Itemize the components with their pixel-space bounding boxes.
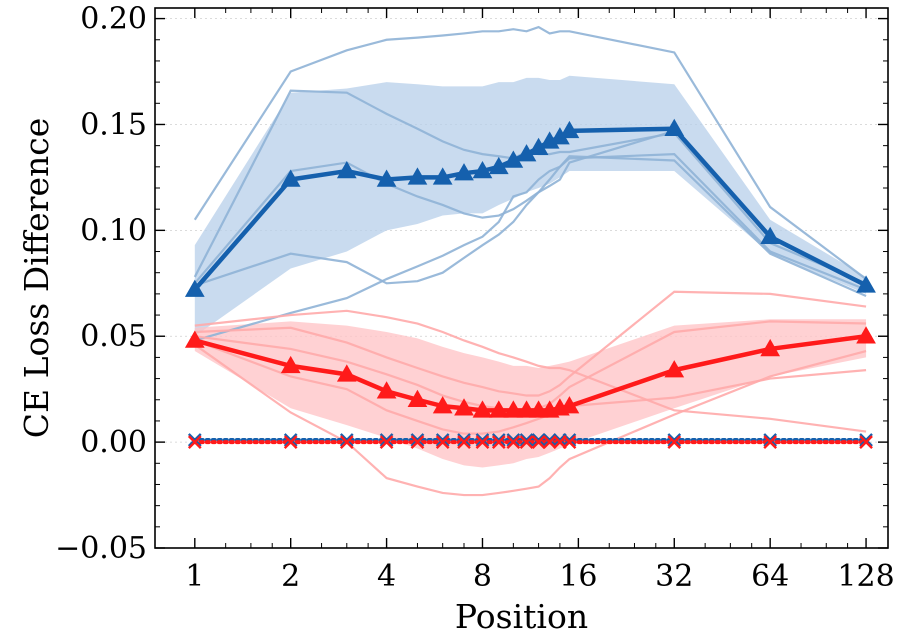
y-tick-label: 0.05: [80, 319, 147, 354]
cross-marker: [506, 433, 521, 447]
y-tick-labels: −0.05 0.00 0.05 0.10 0.15 0.20: [55, 2, 147, 566]
triangle-marker: [336, 364, 357, 382]
x-tick-label: 8: [473, 559, 492, 594]
cross-marker: [859, 433, 873, 447]
cross-marker: [667, 435, 682, 449]
cross-marker: [475, 433, 490, 447]
y-tick-label: 0.00: [80, 425, 147, 460]
triangle-marker: [432, 396, 453, 414]
run-line: [194, 155, 867, 342]
cross-marker: [435, 435, 450, 449]
cross-marker: [562, 435, 577, 449]
x-tick-label: 32: [655, 559, 693, 594]
x-tick-label: 4: [377, 559, 396, 594]
cross-marker: [519, 435, 534, 449]
run-line: [194, 343, 867, 497]
cross-marker: [187, 433, 202, 447]
triangle-marker: [454, 398, 474, 416]
cross-marker: [763, 433, 778, 447]
y-tick-label: 0.10: [80, 213, 147, 248]
plot-frame: [154, 7, 889, 549]
triangle-marker: [664, 360, 685, 378]
triangle-marker: [407, 167, 428, 185]
x-tick-label: 1: [185, 559, 204, 594]
triangle-marker: [336, 161, 357, 179]
series-markers: [184, 118, 876, 449]
cross-marker: [379, 435, 394, 449]
cross-marker: [410, 435, 425, 449]
triangle-marker: [376, 381, 397, 399]
triangle-marker: [503, 400, 524, 418]
triangle-marker: [280, 169, 301, 187]
cross-marker: [667, 433, 682, 447]
run-line: [194, 290, 867, 397]
triangle-marker: [559, 396, 580, 414]
triangle-marker: [856, 275, 876, 293]
cross-marker: [187, 435, 202, 449]
run-line: [194, 339, 867, 435]
cross-marker: [457, 433, 471, 447]
x-tick-label: 16: [559, 559, 597, 594]
triangle-marker: [472, 161, 493, 179]
axis-ticks: [155, 8, 888, 549]
cross-marker: [859, 435, 873, 449]
x-tick-label: 64: [751, 559, 789, 594]
cross-marker: [542, 433, 557, 447]
x-tick-label: 128: [837, 559, 894, 594]
triangle-marker: [184, 279, 205, 297]
triangle-marker: [559, 120, 580, 139]
x-tick-labels: 1 2 4 8 16 32 64 128: [185, 559, 894, 594]
cross-marker: [379, 433, 394, 447]
cross-marker: [283, 433, 298, 447]
triangle-marker: [472, 400, 493, 418]
triangle-marker: [760, 338, 781, 357]
cross-marker: [542, 435, 557, 449]
confidence-bands: [194, 75, 867, 468]
cross-marker: [283, 435, 298, 449]
triangle-marker: [407, 389, 428, 408]
cross-marker: [339, 435, 354, 449]
confidence-band: [194, 319, 867, 468]
run-line: [193, 89, 867, 285]
cross-marker: [475, 435, 490, 449]
y-tick-label: −0.05: [55, 531, 147, 566]
x-axis-title: Position: [455, 597, 588, 636]
triangle-marker: [454, 163, 474, 181]
cross-marker: [491, 433, 506, 447]
triangle-marker: [488, 156, 509, 175]
cross-marker: [519, 433, 534, 447]
y-tick-label: 0.20: [80, 2, 147, 37]
cross-marker: [457, 435, 471, 449]
triangle-marker: [432, 167, 453, 185]
triangle-marker: [280, 355, 301, 374]
mean-series-line: [194, 334, 867, 413]
triangle-marker: [664, 118, 685, 136]
cross-marker: [410, 433, 425, 447]
cross-marker: [491, 435, 506, 449]
cross-marker: [506, 435, 521, 449]
triangle-marker: [488, 400, 509, 418]
triangle-marker: [184, 330, 205, 348]
triangle-marker: [760, 226, 781, 244]
triangle-marker: [376, 169, 397, 187]
cross-marker: [531, 433, 546, 447]
confidence-band: [194, 75, 867, 337]
cross-marker: [339, 433, 354, 447]
run-line: [193, 25, 867, 280]
individual-runs: [193, 25, 867, 497]
x-tick-label: 2: [281, 559, 300, 594]
y-tick-label: 0.15: [80, 107, 147, 142]
cross-marker: [435, 433, 450, 447]
y-axis-title: CE Loss Difference: [17, 118, 56, 439]
cross-marker: [763, 435, 778, 449]
cross-marker: [531, 435, 546, 449]
triangle-marker: [516, 400, 537, 418]
triangle-marker: [856, 326, 876, 344]
